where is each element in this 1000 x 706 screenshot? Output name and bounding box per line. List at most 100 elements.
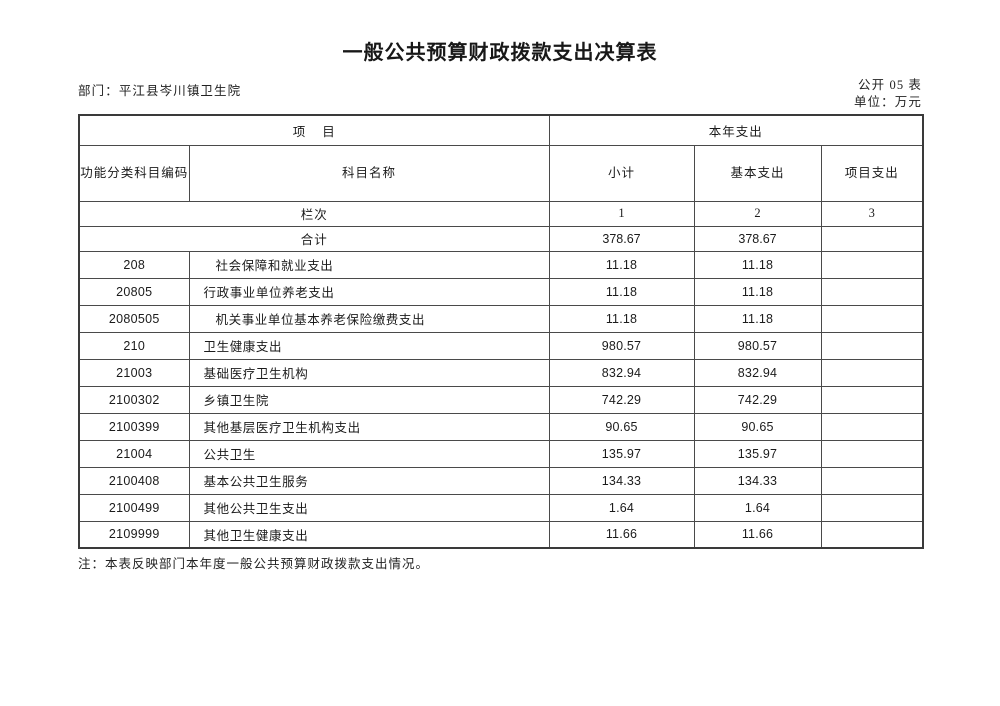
row-name: 公共卫生: [188, 439, 550, 468]
row-code: 2100302: [78, 385, 190, 414]
row-code: 2100399: [78, 412, 190, 441]
row-name: 其他基层医疗卫生机构支出: [188, 412, 550, 441]
total-row-basic: 378.67: [693, 225, 822, 252]
form-number: 公开 05 表: [858, 78, 922, 92]
row-basic: 11.66: [693, 520, 822, 549]
table-row: 210 卫生健康支出 980.57 980.57: [78, 331, 924, 360]
table-body: 栏次 1 2 3 合计 378.67 378.67 208 社会保障和就业支出 …: [78, 200, 924, 549]
row-name: 卫生健康支出: [188, 331, 550, 360]
row-code: 21004: [78, 439, 190, 468]
row-code: 2080505: [78, 304, 190, 333]
header-project-expense: 项目支出: [820, 144, 924, 202]
column-index-project: 3: [820, 200, 924, 227]
table-row: 2080505 机关事业单位基本养老保险缴费支出 11.18 11.18: [78, 304, 924, 333]
table-head: 项目 本年支出 功能分类科目编码 科目名称 小计 基本支出 项目支出: [78, 114, 924, 202]
row-basic: 11.18: [693, 250, 822, 279]
row-name: 其他卫生健康支出: [188, 520, 550, 549]
row-project: [820, 331, 924, 360]
row-basic: 11.18: [693, 277, 822, 306]
row-basic: 11.18: [693, 304, 822, 333]
row-subtotal: 134.33: [548, 466, 695, 495]
table-row: 2100408 基本公共卫生服务 134.33 134.33: [78, 466, 924, 495]
header-item-char2: 目: [322, 124, 336, 139]
unit-label: 单位：万元: [853, 95, 922, 109]
row-basic: 742.29: [693, 385, 822, 414]
row-subtotal: 980.57: [548, 331, 695, 360]
table-row: 20805 行政事业单位养老支出 11.18 11.18: [78, 277, 924, 306]
department-line: 部门：平江县岑川镇卫生院: [78, 80, 241, 99]
row-subtotal: 135.97: [548, 439, 695, 468]
row-project: [820, 466, 924, 495]
table-row: 2109999 其他卫生健康支出 11.66 11.66: [78, 520, 924, 549]
row-project: [820, 358, 924, 387]
header-current-year-expense-group: 本年支出: [548, 114, 924, 146]
table-header-group-row: 项目 本年支出: [78, 114, 924, 146]
department-label: 部门：: [78, 84, 119, 98]
table-row: 208 社会保障和就业支出 11.18 11.18: [78, 250, 924, 279]
total-row-project: [820, 225, 924, 252]
row-name: 基础医疗卫生机构: [188, 358, 550, 387]
row-code: 21003: [78, 358, 190, 387]
row-code: 2109999: [78, 520, 190, 549]
header-basic-expense: 基本支出: [693, 144, 822, 202]
table-row: 21004 公共卫生 135.97 135.97: [78, 439, 924, 468]
row-project: [820, 439, 924, 468]
row-name: 机关事业单位基本养老保险缴费支出: [188, 304, 550, 333]
row-code: 2100408: [78, 466, 190, 495]
row-subtotal: 11.18: [548, 277, 695, 306]
row-code: 20805: [78, 277, 190, 306]
column-index-basic: 2: [693, 200, 822, 227]
row-project: [820, 520, 924, 549]
row-subtotal: 11.18: [548, 250, 695, 279]
total-row-subtotal: 378.67: [548, 225, 695, 252]
row-name: 乡镇卫生院: [188, 385, 550, 414]
table-row: 2100302 乡镇卫生院 742.29 742.29: [78, 385, 924, 414]
row-subtotal: 11.66: [548, 520, 695, 549]
expenditure-table-wrapper: 项目 本年支出 功能分类科目编码 科目名称 小计 基本支出 项目支出 栏次 1 …: [78, 114, 925, 549]
row-project: [820, 493, 924, 522]
row-project: [820, 304, 924, 333]
column-index-subtotal: 1: [548, 200, 695, 227]
total-row: 合计 378.67 378.67: [78, 225, 924, 252]
department-name: 平江县岑川镇卫生院: [118, 84, 242, 98]
table-row: 2100399 其他基层医疗卫生机构支出 90.65 90.65: [78, 412, 924, 441]
table-footnote: 注：本表反映部门本年度一般公共预算财政拨款支出情况。: [78, 557, 430, 571]
row-code: 208: [78, 250, 190, 279]
row-name: 行政事业单位养老支出: [188, 277, 550, 306]
row-basic: 1.64: [693, 493, 822, 522]
table-row: 2100499 其他公共卫生支出 1.64 1.64: [78, 493, 924, 522]
row-subtotal: 11.18: [548, 304, 695, 333]
row-project: [820, 412, 924, 441]
row-basic: 134.33: [693, 466, 822, 495]
column-index-row: 栏次 1 2 3: [78, 200, 924, 227]
page-title: 一般公共预算财政拨款支出决算表: [342, 42, 658, 64]
row-basic: 832.94: [693, 358, 822, 387]
row-subtotal: 1.64: [548, 493, 695, 522]
row-basic: 980.57: [693, 331, 822, 360]
row-basic: 90.65: [693, 412, 822, 441]
row-project: [820, 385, 924, 414]
form-meta: 公开 05 表 单位：万元: [854, 77, 922, 111]
row-code: 2100499: [78, 493, 190, 522]
row-subtotal: 832.94: [548, 358, 695, 387]
row-project: [820, 250, 924, 279]
header-name: 科目名称: [188, 144, 550, 202]
row-project: [820, 277, 924, 306]
row-name: 其他公共卫生支出: [188, 493, 550, 522]
row-code: 210: [78, 331, 190, 360]
header-item-group: 项目: [78, 114, 550, 146]
header-item-char1: 项: [292, 124, 307, 139]
table-row: 21003 基础医疗卫生机构 832.94 832.94: [78, 358, 924, 387]
total-row-label: 合计: [78, 225, 550, 252]
row-name: 社会保障和就业支出: [188, 250, 550, 279]
row-subtotal: 742.29: [548, 385, 695, 414]
header-code: 功能分类科目编码: [78, 144, 190, 202]
row-basic: 135.97: [693, 439, 822, 468]
table-header-subrow: 功能分类科目编码 科目名称 小计 基本支出 项目支出: [78, 144, 924, 202]
column-index-label: 栏次: [78, 200, 550, 227]
row-subtotal: 90.65: [548, 412, 695, 441]
row-name: 基本公共卫生服务: [188, 466, 550, 495]
expenditure-table: 项目 本年支出 功能分类科目编码 科目名称 小计 基本支出 项目支出 栏次 1 …: [78, 114, 925, 549]
header-subtotal: 小计: [548, 144, 695, 202]
